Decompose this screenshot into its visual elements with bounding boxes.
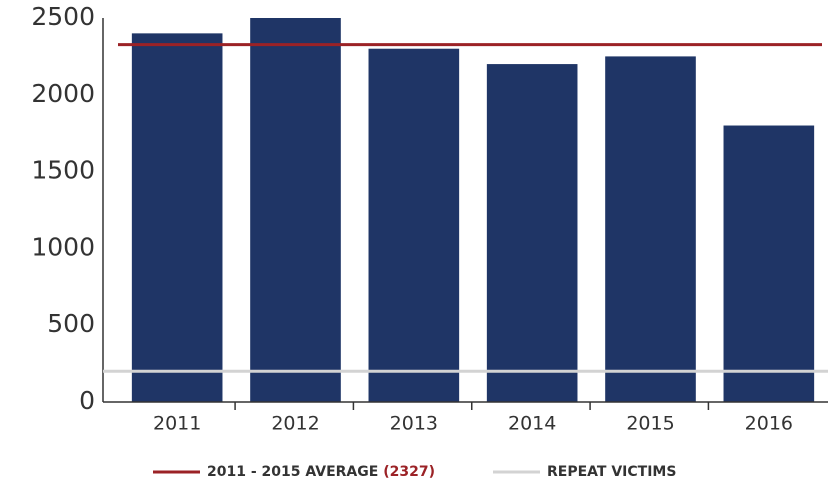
x-tick-label: 2011: [153, 413, 201, 435]
y-tick-label: 0: [79, 386, 95, 415]
x-tick-label: 2012: [271, 413, 319, 435]
legend-label: REPEAT VICTIMS: [547, 464, 676, 480]
x-tick-label: 2016: [745, 413, 793, 435]
x-tick-label: 2014: [508, 413, 556, 435]
legend-name: 2011 - 2015 AVERAGE: [207, 464, 378, 480]
legend: 2011 - 2015 AVERAGE (2327) REPEAT VICTIMS: [153, 464, 676, 480]
y-tick-label: 1500: [31, 156, 95, 185]
legend-value: (2327): [383, 464, 435, 480]
bar: [723, 125, 815, 403]
bar: [131, 33, 223, 403]
legend-label: 2011 - 2015 AVERAGE (2327): [207, 464, 435, 480]
bar: [250, 18, 341, 402]
bar: [368, 48, 460, 402]
x-tick-label: 2013: [390, 413, 438, 435]
bar: [486, 64, 578, 402]
y-tick-label: 2000: [31, 79, 95, 108]
bar: [605, 56, 696, 403]
y-tick-label: 500: [47, 309, 95, 338]
x-tick-label: 2015: [626, 413, 674, 435]
y-tick-label: 2500: [31, 2, 95, 31]
y-tick-label: 1000: [31, 232, 95, 261]
legend-name: REPEAT VICTIMS: [547, 464, 676, 480]
